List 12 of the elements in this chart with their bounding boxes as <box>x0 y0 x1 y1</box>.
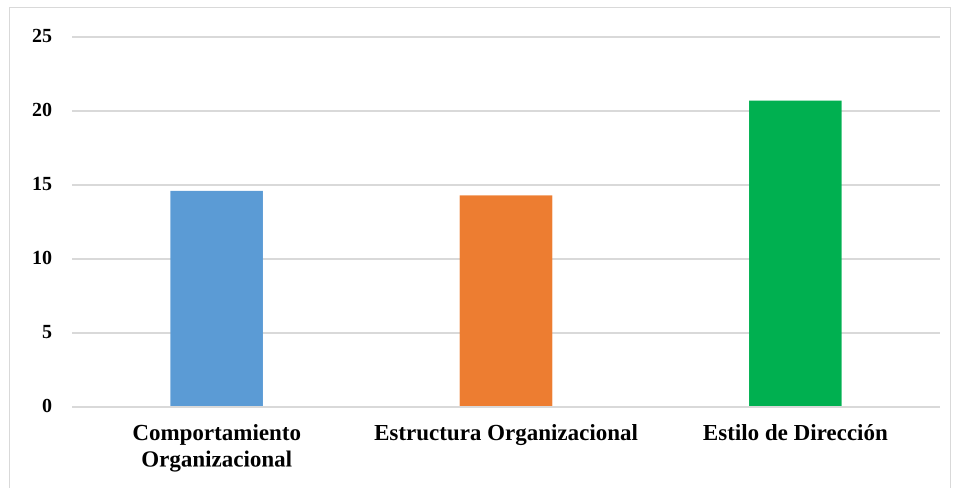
y-tick-label: 25 <box>32 25 52 48</box>
y-tick-label: 10 <box>32 247 52 270</box>
x-tick-label: Estilo de Dirección <box>702 420 888 446</box>
x-tick-label: Comportamiento Organizacional <box>132 420 301 473</box>
y-tick-label: 5 <box>42 321 52 344</box>
bar <box>170 190 263 406</box>
y-tick-label: 15 <box>32 173 52 196</box>
y-tick-label: 20 <box>32 99 52 122</box>
x-tick-label: Estructura Organizacional <box>374 420 638 446</box>
bar <box>460 195 552 406</box>
bar <box>749 100 842 406</box>
y-tick-label: 0 <box>42 395 52 418</box>
